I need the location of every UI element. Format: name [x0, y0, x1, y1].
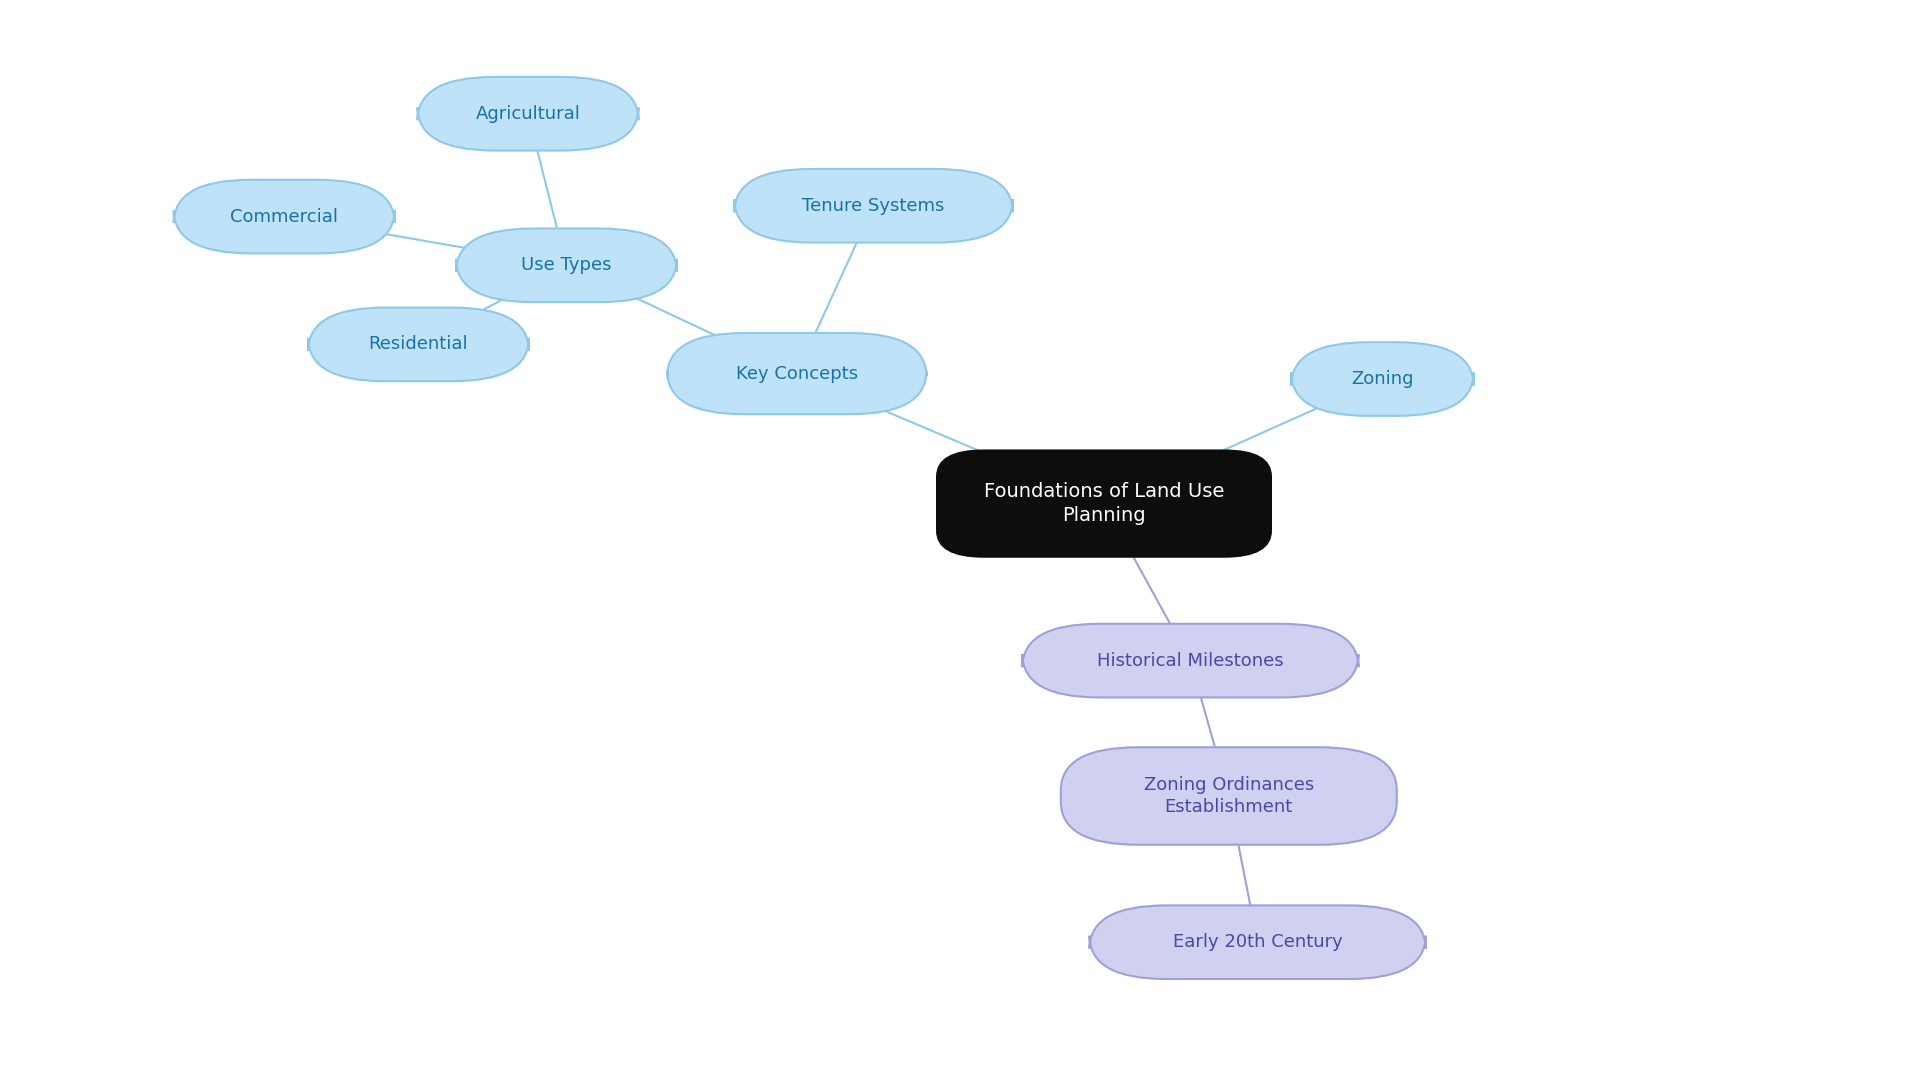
FancyBboxPatch shape	[935, 449, 1271, 558]
Text: Agricultural: Agricultural	[476, 105, 580, 122]
Text: Tenure Systems: Tenure Systems	[803, 197, 945, 214]
Text: Key Concepts: Key Concepts	[735, 365, 858, 382]
Text: Commercial: Commercial	[230, 208, 338, 225]
FancyBboxPatch shape	[733, 169, 1014, 243]
FancyBboxPatch shape	[1060, 747, 1398, 845]
FancyBboxPatch shape	[1290, 342, 1475, 416]
Text: Use Types: Use Types	[520, 257, 612, 274]
FancyBboxPatch shape	[419, 77, 637, 151]
Text: Foundations of Land Use
Planning: Foundations of Land Use Planning	[983, 482, 1225, 525]
FancyBboxPatch shape	[173, 180, 396, 253]
Text: Historical Milestones: Historical Milestones	[1096, 652, 1284, 669]
Text: Residential: Residential	[369, 336, 468, 353]
FancyBboxPatch shape	[668, 334, 925, 414]
Text: Zoning: Zoning	[1352, 370, 1413, 388]
FancyBboxPatch shape	[1089, 905, 1425, 979]
Text: Early 20th Century: Early 20th Century	[1173, 934, 1342, 951]
FancyBboxPatch shape	[1021, 624, 1359, 697]
Text: Zoning Ordinances
Establishment: Zoning Ordinances Establishment	[1144, 775, 1313, 817]
FancyBboxPatch shape	[307, 308, 530, 381]
FancyBboxPatch shape	[457, 229, 676, 302]
